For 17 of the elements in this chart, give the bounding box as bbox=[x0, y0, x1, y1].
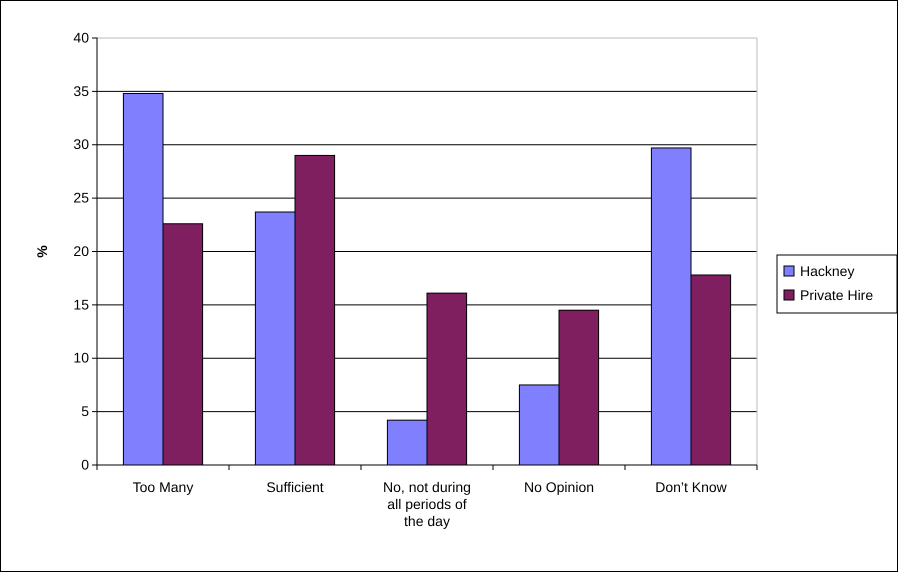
y-tick-label: 20 bbox=[73, 242, 90, 259]
y-tick-label: 30 bbox=[73, 136, 90, 152]
y-tick-label: 35 bbox=[73, 82, 90, 99]
x-tick-label: No, not during all periods of the day bbox=[383, 479, 471, 529]
y-tick-label: 5 bbox=[81, 403, 90, 420]
y-tick-label: 25 bbox=[73, 190, 90, 206]
legend-label: Private Hire bbox=[800, 287, 874, 303]
y-tick-label: 10 bbox=[73, 350, 90, 366]
y-axis-title: % bbox=[34, 244, 50, 258]
y-tick-label: 15 bbox=[73, 296, 90, 312]
y-tick-label: 0 bbox=[81, 456, 90, 472]
x-tick-label: Don’t Know bbox=[655, 479, 728, 495]
legend-label: Hackney bbox=[800, 263, 854, 279]
x-tick-label: Sufficient bbox=[266, 479, 324, 495]
x-tick-label: No Opinion bbox=[524, 479, 594, 495]
x-tick-label: Too Many bbox=[132, 479, 194, 495]
y-tick-label: 40 bbox=[73, 29, 90, 46]
